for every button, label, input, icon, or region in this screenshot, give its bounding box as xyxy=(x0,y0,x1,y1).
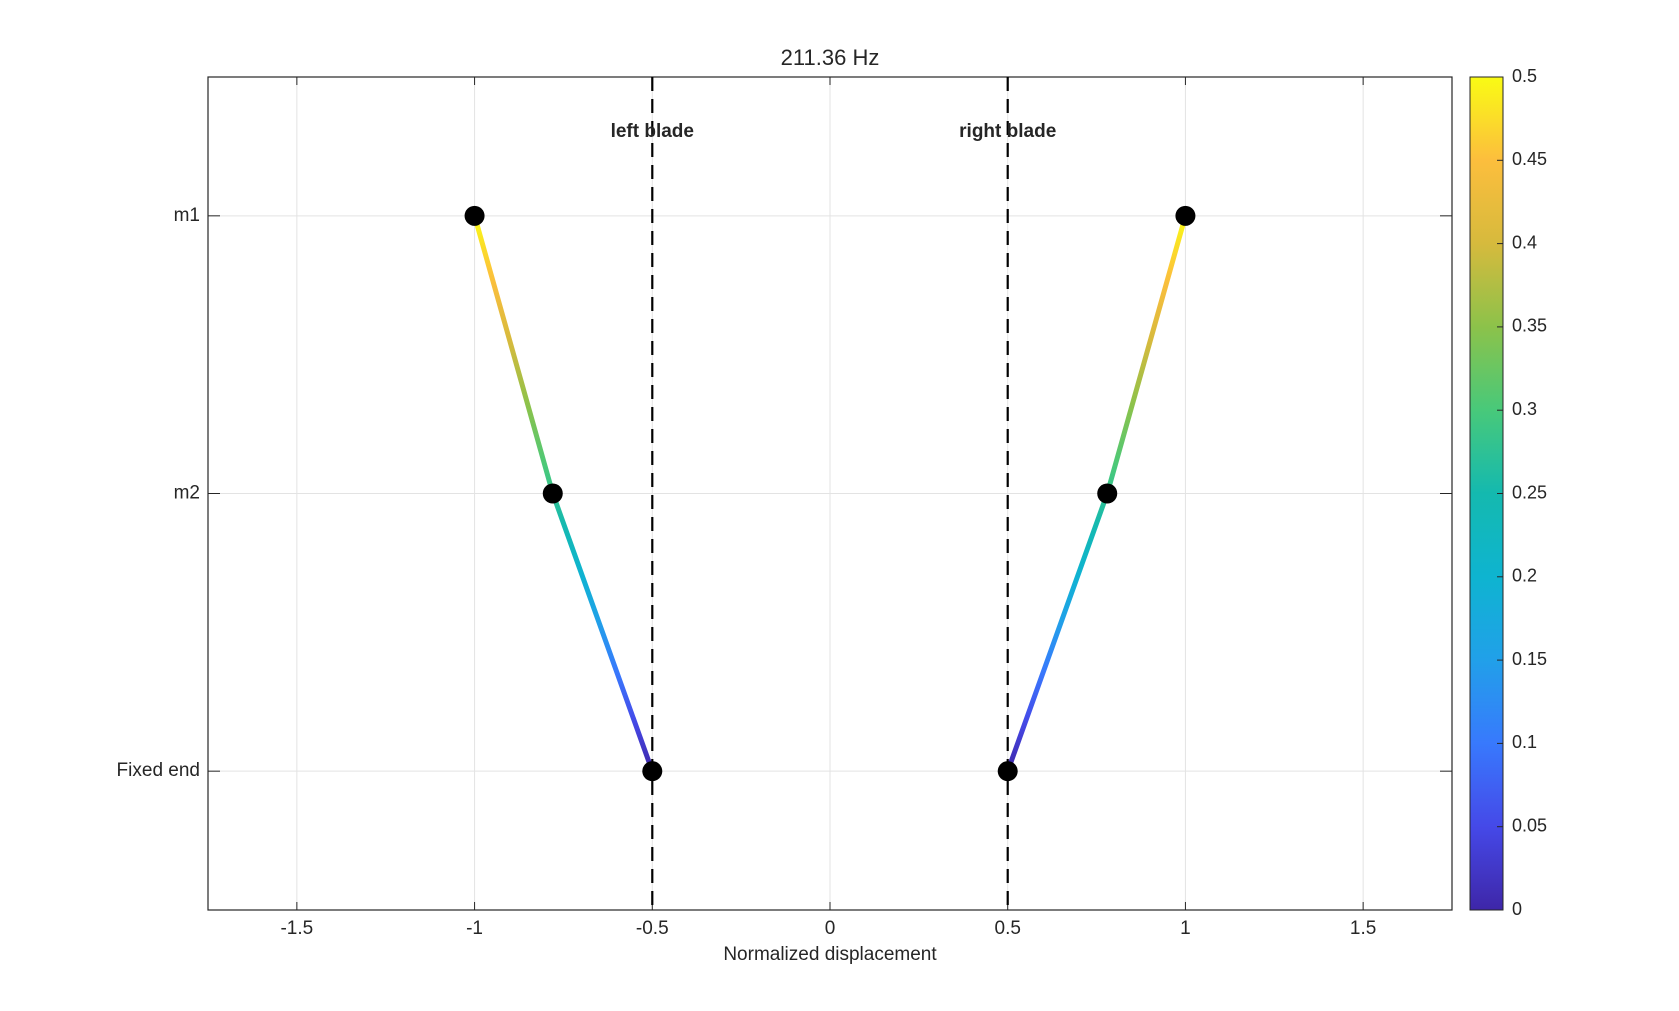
colorbar-tick-label: 0.35 xyxy=(1512,316,1547,336)
y-tick-label: m2 xyxy=(174,483,200,504)
colorbar-tick-label: 0.2 xyxy=(1512,566,1537,586)
x-tick-label: -1.5 xyxy=(280,918,313,939)
y-tick-label: Fixed end xyxy=(117,760,200,781)
x-tick-label: -0.5 xyxy=(636,918,669,939)
chart-title: 211.36 Hz xyxy=(781,45,880,70)
colorbar-tick-label: 0.4 xyxy=(1512,232,1537,252)
x-axis-label: Normalized displacement xyxy=(723,944,937,965)
y-tick-label: m1 xyxy=(174,205,200,226)
node-marker xyxy=(997,761,1018,782)
colorbar-tick-label: 0.05 xyxy=(1512,815,1547,835)
colorbar-tick-label: 0.25 xyxy=(1512,482,1547,502)
node-marker xyxy=(542,483,563,504)
blade-label: right blade xyxy=(959,121,1056,142)
colorbar-tick-label: 0.1 xyxy=(1512,732,1537,752)
blade-label: left blade xyxy=(611,121,694,142)
colorbar-tick-label: 0.45 xyxy=(1512,149,1547,169)
node-marker xyxy=(642,761,663,782)
colorbar-tick-label: 0 xyxy=(1512,899,1522,919)
node-marker xyxy=(464,205,485,226)
x-tick-label: -1 xyxy=(466,918,483,939)
node-marker xyxy=(1097,483,1118,504)
x-tick-label: 0 xyxy=(825,918,836,939)
colorbar-tick-label: 0.3 xyxy=(1512,399,1537,419)
x-tick-label: 0.5 xyxy=(995,918,1021,939)
colorbar-tick-label: 0.5 xyxy=(1512,66,1537,86)
x-tick-label: 1.5 xyxy=(1350,918,1376,939)
x-tick-label: 1 xyxy=(1180,918,1191,939)
axes-box xyxy=(207,76,1453,911)
node-marker xyxy=(1175,205,1196,226)
colorbar-tick-label: 0.15 xyxy=(1512,649,1547,669)
